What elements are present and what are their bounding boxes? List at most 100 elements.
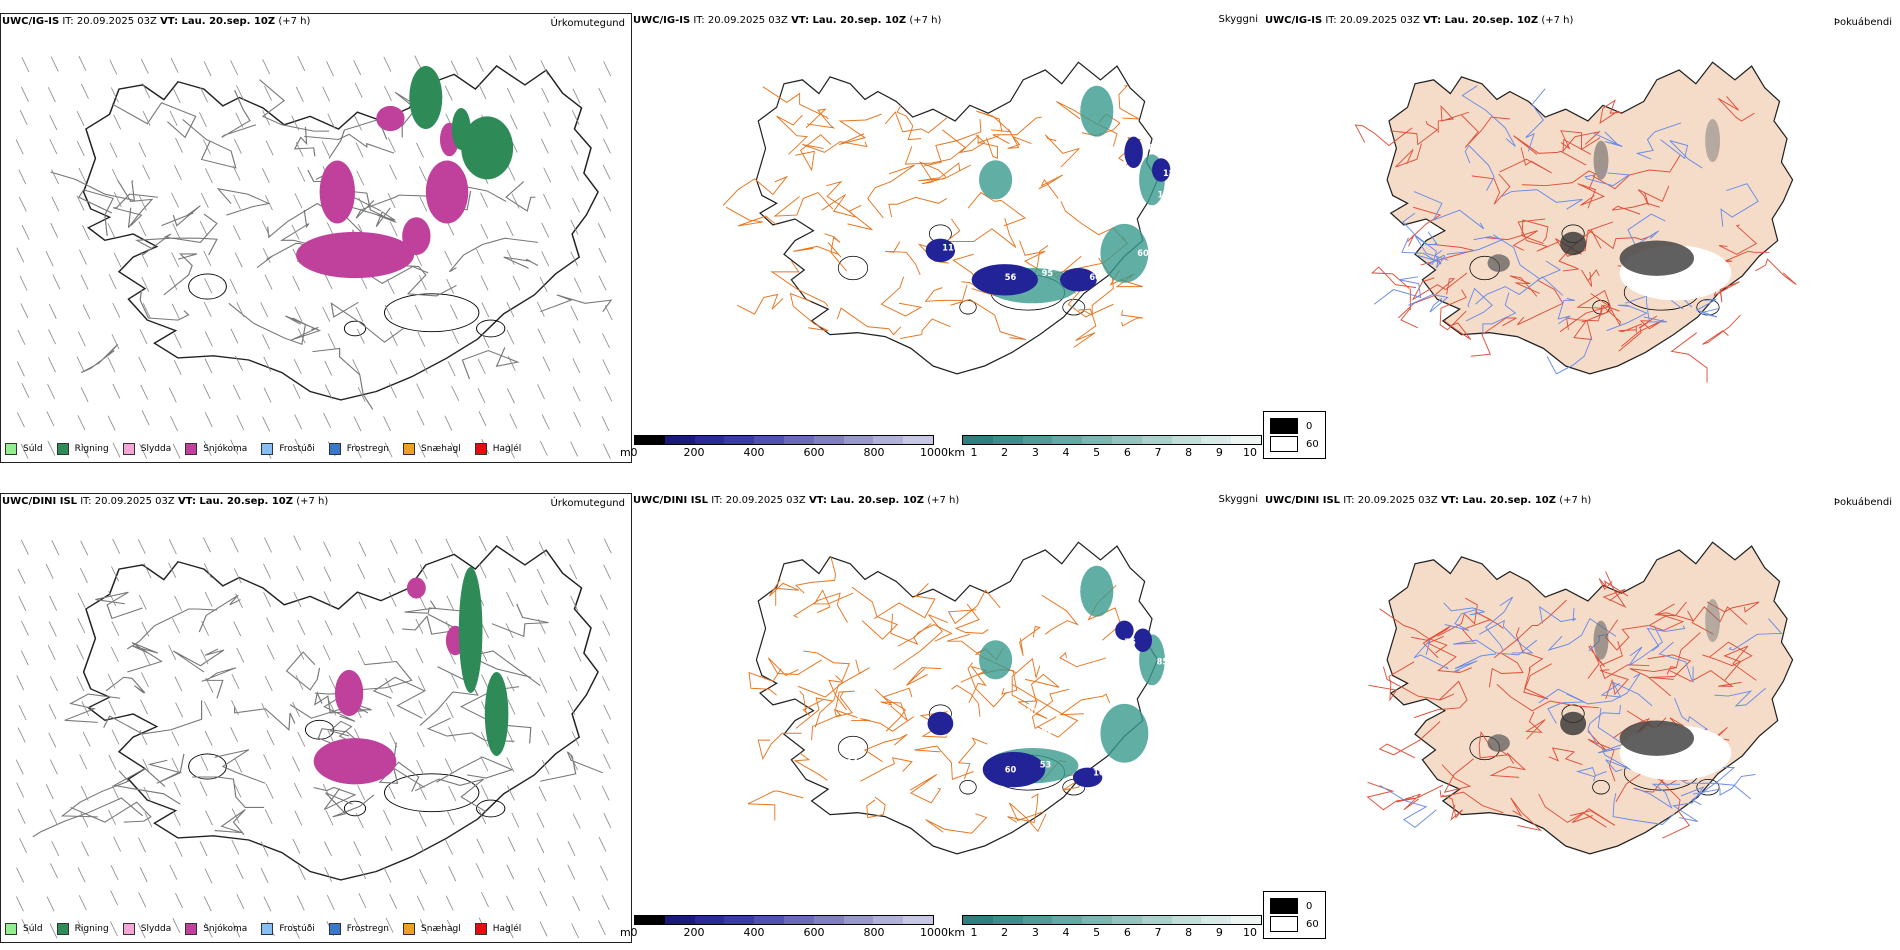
wind-barb: [355, 142, 364, 158]
ceiling-value-label: 85: [1157, 657, 1169, 667]
wind-barb: [199, 841, 208, 857]
wind-barb: [21, 224, 30, 240]
wind-barb: [48, 704, 57, 720]
colorbar-cell: [754, 436, 784, 444]
road-line: [1453, 653, 1496, 673]
legend-item: Súld: [5, 923, 43, 935]
colorbar-tick-label: 2: [1001, 446, 1009, 459]
wind-barb: [475, 863, 484, 879]
wind-barb: [76, 356, 85, 372]
road-line: [888, 196, 948, 218]
wind-barb: [505, 623, 514, 639]
road-line: [794, 134, 832, 172]
wind-barb: [108, 754, 117, 770]
road-line: [1720, 183, 1759, 227]
precip-legend: Súld Rigning Slydda Snjókoma Frostúði Frostre…: [5, 442, 521, 456]
road-line: [461, 347, 520, 380]
colorbar-tick-label: 2: [1001, 926, 1009, 939]
colorbar-tick-label: 400: [743, 926, 765, 939]
wind-barb: [417, 442, 426, 458]
precip-map-top: [15, 55, 613, 459]
wind-barb: [18, 705, 27, 721]
legend-item: Haglél: [474, 923, 521, 935]
road-line: [1666, 631, 1701, 675]
vt-value: VT: Lau. 20.sep. 10Z: [160, 16, 276, 27]
road-line: [918, 161, 947, 185]
road-line: [117, 180, 154, 228]
road-line: [1602, 571, 1627, 609]
road-line: [1606, 304, 1648, 332]
wind-barb: [50, 56, 59, 72]
wind-barb: [543, 167, 552, 183]
road-line: [1400, 288, 1418, 329]
wind-barb: [265, 195, 273, 211]
legend-swatch: [185, 443, 198, 455]
legend-swatch: [328, 923, 341, 935]
road-line: [1444, 609, 1480, 631]
ceiling-colorbar: 0 200 400 600 800 1000 m: [620, 915, 948, 939]
road-line: [304, 133, 395, 154]
wind-barb: [353, 841, 362, 857]
wind-barb: [567, 864, 576, 880]
road-line: [1408, 293, 1449, 313]
wind-barb: [448, 866, 457, 882]
wind-barb: [570, 251, 579, 267]
wind-barb: [200, 192, 209, 208]
colorbar-unit: km: [948, 446, 966, 459]
wind-barb: [297, 865, 306, 881]
wind-barb: [603, 61, 612, 77]
rain-area: [458, 567, 483, 693]
road-line: [1496, 683, 1600, 712]
wind-barb: [80, 274, 89, 290]
wind-barb: [113, 252, 122, 268]
wind-barb: [171, 252, 180, 268]
wind-barb: [541, 251, 550, 267]
colorbar-ticks: 1 2 3 4 5 6 7 8 9 10: [962, 445, 1262, 459]
fog-legend-label: 0: [1306, 900, 1313, 912]
wind-barb: [327, 333, 336, 349]
ceiling-area: [1060, 268, 1097, 292]
visibility-area: [1080, 565, 1114, 617]
road-line: [95, 591, 143, 620]
road-line: [1584, 172, 1631, 187]
road-line: [1714, 687, 1766, 707]
wind-barb: [355, 813, 364, 828]
wind-barb: [233, 138, 242, 154]
wind-barb: [49, 115, 58, 131]
wind-barb: [541, 730, 550, 746]
wind-barb: [263, 591, 272, 607]
wind-barb: [172, 811, 181, 827]
road-line: [874, 688, 908, 721]
road-line: [372, 676, 426, 719]
road-line: [851, 716, 914, 732]
road-line: [1716, 250, 1770, 263]
wind-barb: [172, 443, 181, 459]
iceland-outline: [82, 545, 599, 881]
fog-area: [1593, 620, 1609, 660]
wind-barb: [450, 442, 459, 458]
legend-swatch: [261, 443, 274, 455]
wind-barb: [539, 921, 548, 937]
glacier-outline: [1696, 778, 1720, 796]
wind-barb: [506, 302, 515, 318]
wind-barb: [507, 165, 516, 181]
road-line: [1011, 683, 1079, 738]
wind-barb: [602, 359, 611, 375]
road-line: [957, 737, 988, 780]
wind-barb: [537, 701, 545, 717]
wind-barb: [82, 304, 91, 320]
ceiling-area: [925, 238, 956, 263]
wind-barb: [293, 592, 302, 607]
road-line: [1437, 105, 1470, 133]
wind-barb: [112, 302, 121, 318]
wind-barb: [603, 704, 612, 720]
wind-barb: [108, 700, 116, 716]
road-line: [216, 188, 271, 216]
wind-barb: [387, 784, 396, 800]
wind-barb: [570, 219, 579, 235]
wind-barb: [326, 61, 334, 77]
road-line: [802, 141, 868, 153]
road-line: [1597, 707, 1625, 754]
wind-barb: [137, 539, 146, 555]
road-line: [1011, 657, 1041, 705]
